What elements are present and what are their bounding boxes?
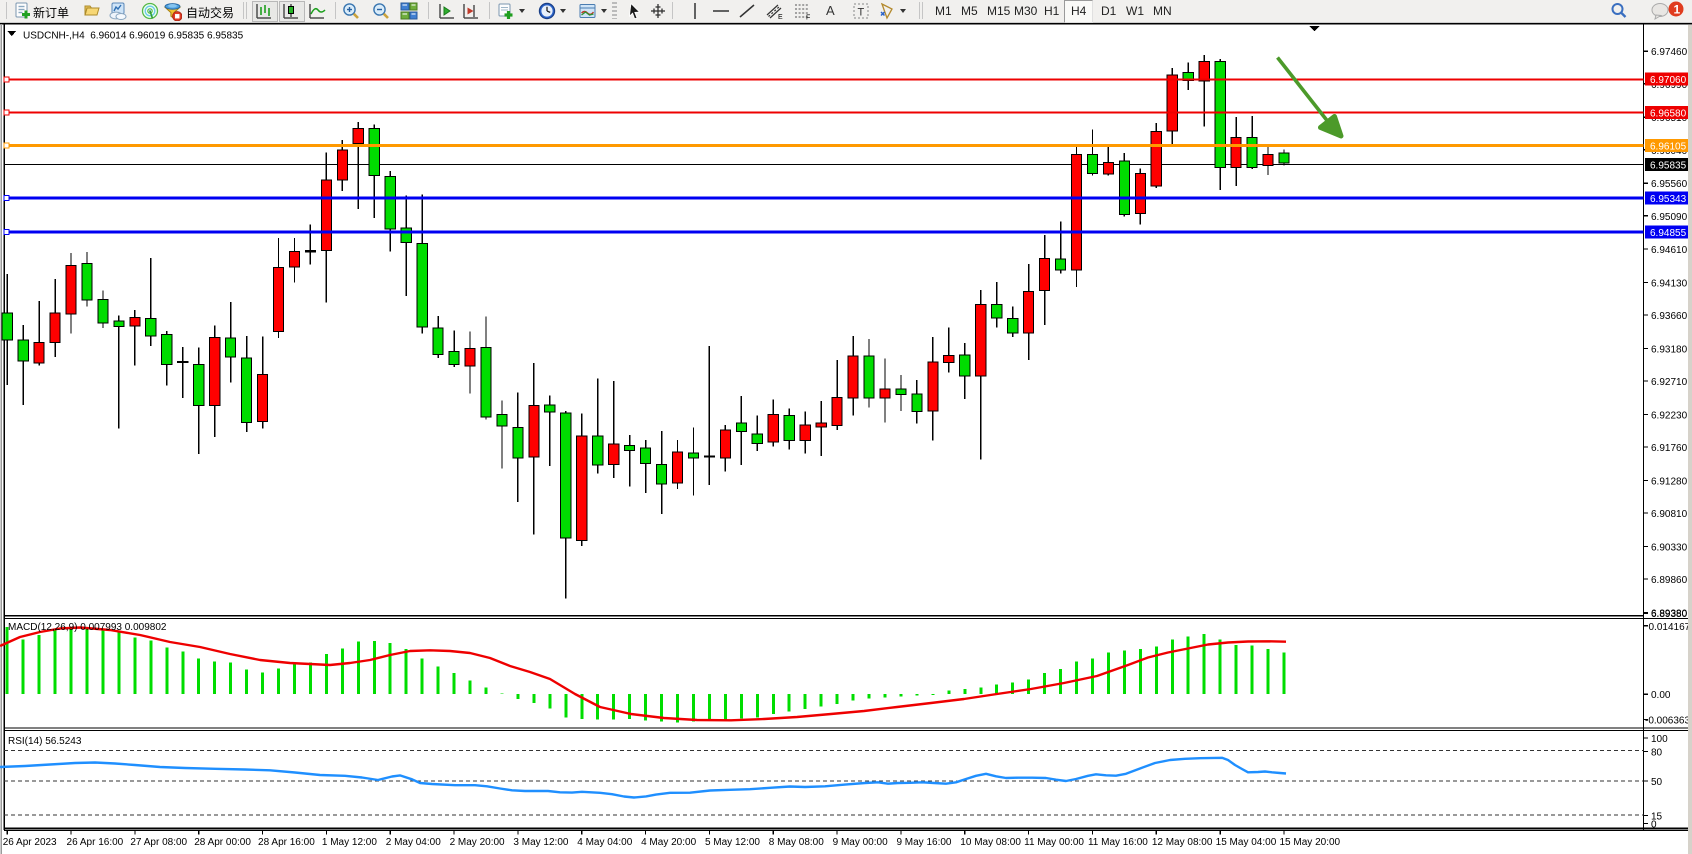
svg-text:T: T — [858, 7, 865, 19]
svg-text:6.93180: 6.93180 — [1651, 344, 1688, 355]
svg-text:RSI(14) 56.5243: RSI(14) 56.5243 — [8, 736, 82, 747]
svg-text:6.95343: 6.95343 — [1650, 194, 1687, 205]
svg-text:E: E — [778, 14, 783, 20]
svg-text:MACD(12,26,9) 0.007993 0.00980: MACD(12,26,9) 0.007993 0.009802 — [8, 622, 167, 633]
svg-text:11 May 00:00: 11 May 00:00 — [1024, 837, 1084, 848]
svg-text:6.96105: 6.96105 — [1650, 141, 1687, 152]
svg-text:12 May 08:00: 12 May 08:00 — [1152, 837, 1213, 848]
svg-text:6.89380: 6.89380 — [1651, 608, 1688, 619]
svg-text:6.95835: 6.95835 — [1650, 161, 1687, 172]
svg-text:F: F — [806, 15, 810, 21]
svg-text:0: 0 — [1651, 820, 1657, 831]
svg-text:4 May 20:00: 4 May 20:00 — [641, 837, 696, 848]
svg-text:6.94610: 6.94610 — [1651, 245, 1688, 256]
svg-text:5 May 12:00: 5 May 12:00 — [705, 837, 760, 848]
svg-text:26 Apr 16:00: 26 Apr 16:00 — [67, 837, 124, 848]
svg-text:6.93660: 6.93660 — [1651, 311, 1688, 322]
svg-text:6.89380: 6.89380 — [1651, 609, 1688, 620]
svg-text:6.96580: 6.96580 — [1650, 108, 1687, 119]
svg-text:6.92710: 6.92710 — [1651, 377, 1688, 388]
svg-text:4 May 04:00: 4 May 04:00 — [577, 837, 632, 848]
svg-text:6.92230: 6.92230 — [1651, 410, 1688, 421]
svg-text:6.95560: 6.95560 — [1651, 179, 1688, 190]
svg-text:28 Apr 16:00: 28 Apr 16:00 — [258, 837, 315, 848]
svg-text:26 Apr 2023: 26 Apr 2023 — [3, 837, 57, 848]
svg-text:3 May 12:00: 3 May 12:00 — [513, 837, 568, 848]
svg-text:6.95090: 6.95090 — [1651, 212, 1688, 223]
svg-text:15 May 04:00: 15 May 04:00 — [1216, 837, 1277, 848]
svg-text:6.94130: 6.94130 — [1651, 279, 1688, 290]
svg-text:1: 1 — [1674, 3, 1681, 17]
svg-text:50: 50 — [1651, 777, 1663, 788]
svg-text:6.90810: 6.90810 — [1651, 509, 1688, 520]
svg-text:8 May 08:00: 8 May 08:00 — [769, 837, 824, 848]
svg-text:2 May 20:00: 2 May 20:00 — [450, 837, 505, 848]
svg-text:0.014167: 0.014167 — [1649, 622, 1691, 633]
svg-text:0.00: 0.00 — [1651, 690, 1671, 701]
svg-text:10 May 08:00: 10 May 08:00 — [960, 837, 1021, 848]
svg-text:6.89860: 6.89860 — [1651, 575, 1688, 586]
svg-text:15: 15 — [1651, 812, 1663, 823]
svg-text:6.97460: 6.97460 — [1651, 47, 1688, 58]
svg-text:USDCNH-,H4 6.96014 6.96019 6.: USDCNH-,H4 6.96014 6.96019 6.95835 6.958… — [23, 31, 244, 42]
svg-text:80: 80 — [1651, 748, 1663, 759]
svg-text:15 May 20:00: 15 May 20:00 — [1280, 837, 1341, 848]
svg-text:6.91280: 6.91280 — [1651, 476, 1688, 487]
svg-text:6.90330: 6.90330 — [1651, 542, 1688, 553]
svg-text:100: 100 — [1651, 734, 1668, 745]
svg-text:11 May 16:00: 11 May 16:00 — [1088, 837, 1148, 848]
svg-text:6.97060: 6.97060 — [1650, 75, 1687, 86]
svg-text:9 May 16:00: 9 May 16:00 — [896, 837, 951, 848]
svg-text:-0.006363: -0.006363 — [1645, 716, 1690, 727]
svg-text:2 May 04:00: 2 May 04:00 — [386, 837, 441, 848]
svg-text:9 May 00:00: 9 May 00:00 — [833, 837, 888, 848]
svg-text:27 Apr 08:00: 27 Apr 08:00 — [130, 837, 187, 848]
svg-text:28 Apr 00:00: 28 Apr 00:00 — [194, 837, 251, 848]
svg-text:1 May 12:00: 1 May 12:00 — [322, 837, 377, 848]
svg-text:6.91760: 6.91760 — [1651, 443, 1688, 454]
svg-text:6.94855: 6.94855 — [1650, 228, 1687, 239]
